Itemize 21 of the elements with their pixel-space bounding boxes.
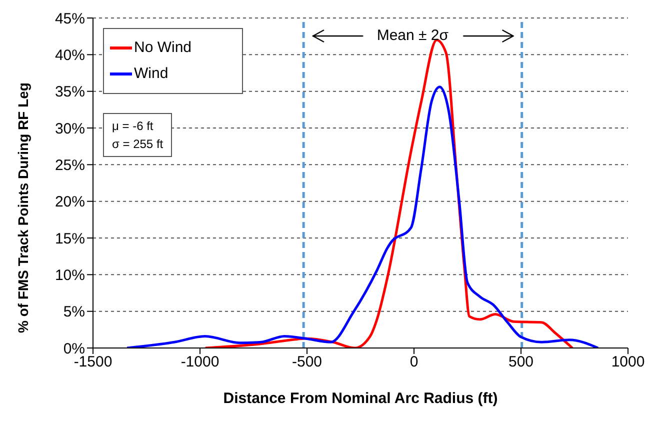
- y-tick-label: 40%: [54, 46, 85, 64]
- annotation: μ = -6 ft: [112, 118, 154, 135]
- x-tick-label: 1000: [611, 354, 645, 371]
- legend-label: No Wind: [134, 38, 192, 58]
- x-tick-label: 500: [508, 354, 534, 371]
- x-axis-title: Distance From Nominal Arc Radius (ft): [223, 390, 498, 407]
- y-tick-label: 10%: [54, 266, 85, 284]
- x-tick-label: -500: [292, 354, 322, 371]
- y-tick-label: 5%: [63, 304, 85, 321]
- y-axis-title: % of FMS Track Points During RF Leg: [14, 82, 31, 333]
- y-tick-label: 20%: [54, 194, 85, 211]
- y-tick-label: 45%: [54, 10, 85, 28]
- y-tick-label: 35%: [54, 84, 85, 101]
- y-tick-label: 15%: [54, 230, 85, 248]
- y-tick-label: 30%: [54, 120, 85, 138]
- annotation: Mean ± 2σ: [376, 26, 450, 46]
- annotation: σ = 255 ft: [112, 136, 164, 153]
- legend-label: Wind: [134, 64, 168, 84]
- y-tick-label: 25%: [54, 156, 85, 174]
- x-tick-label: 0: [410, 354, 418, 371]
- x-tick-label: -1000: [180, 354, 220, 371]
